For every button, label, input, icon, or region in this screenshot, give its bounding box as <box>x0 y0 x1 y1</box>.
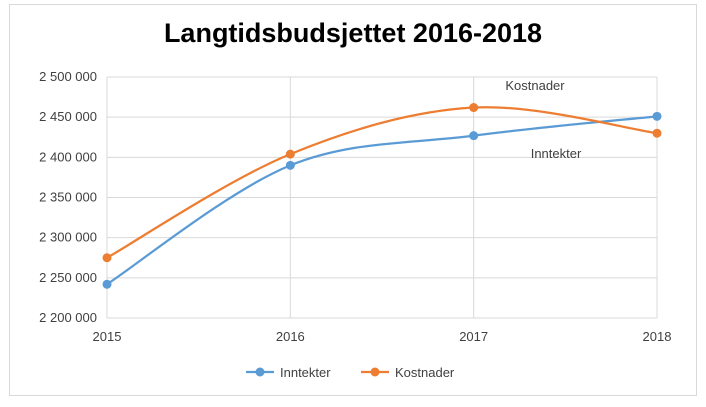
legend-marker-kostnader <box>370 367 380 377</box>
y-tick-label: 2 250 000 <box>39 270 97 285</box>
x-tick-label: 2015 <box>93 329 122 344</box>
y-tick-label: 2 450 000 <box>39 109 97 124</box>
legend-label-inntekter: Inntekter <box>280 365 331 380</box>
x-tick-label: 2017 <box>459 329 488 344</box>
data-point-inntekter <box>102 279 112 289</box>
annotation-inntekter: Inntekter <box>531 146 582 161</box>
data-point-inntekter <box>652 111 662 121</box>
x-tick-label: 2016 <box>276 329 305 344</box>
y-tick-label: 2 200 000 <box>39 310 97 325</box>
chart-frame <box>9 4 697 396</box>
annotation-kostnader: Kostnader <box>505 78 565 93</box>
y-tick-label: 2 500 000 <box>39 69 97 84</box>
y-tick-label: 2 400 000 <box>39 149 97 164</box>
y-tick-label: 2 300 000 <box>39 230 97 245</box>
series-line-kostnader <box>106 106 658 259</box>
legend-marker-inntekter <box>255 367 265 377</box>
legend-label-kostnader: Kostnader <box>395 365 455 380</box>
x-tick-label: 2018 <box>643 329 672 344</box>
data-point-kostnader <box>652 128 662 138</box>
data-point-kostnader <box>102 253 112 263</box>
data-point-inntekter <box>469 131 479 141</box>
y-tick-label: 2 350 000 <box>39 190 97 205</box>
data-point-kostnader <box>285 149 295 159</box>
data-point-kostnader <box>469 103 479 113</box>
data-point-inntekter <box>285 160 295 170</box>
series-line-inntekter <box>106 115 658 286</box>
chart-title: Langtidsbudsjettet 2016-2018 <box>163 18 543 48</box>
